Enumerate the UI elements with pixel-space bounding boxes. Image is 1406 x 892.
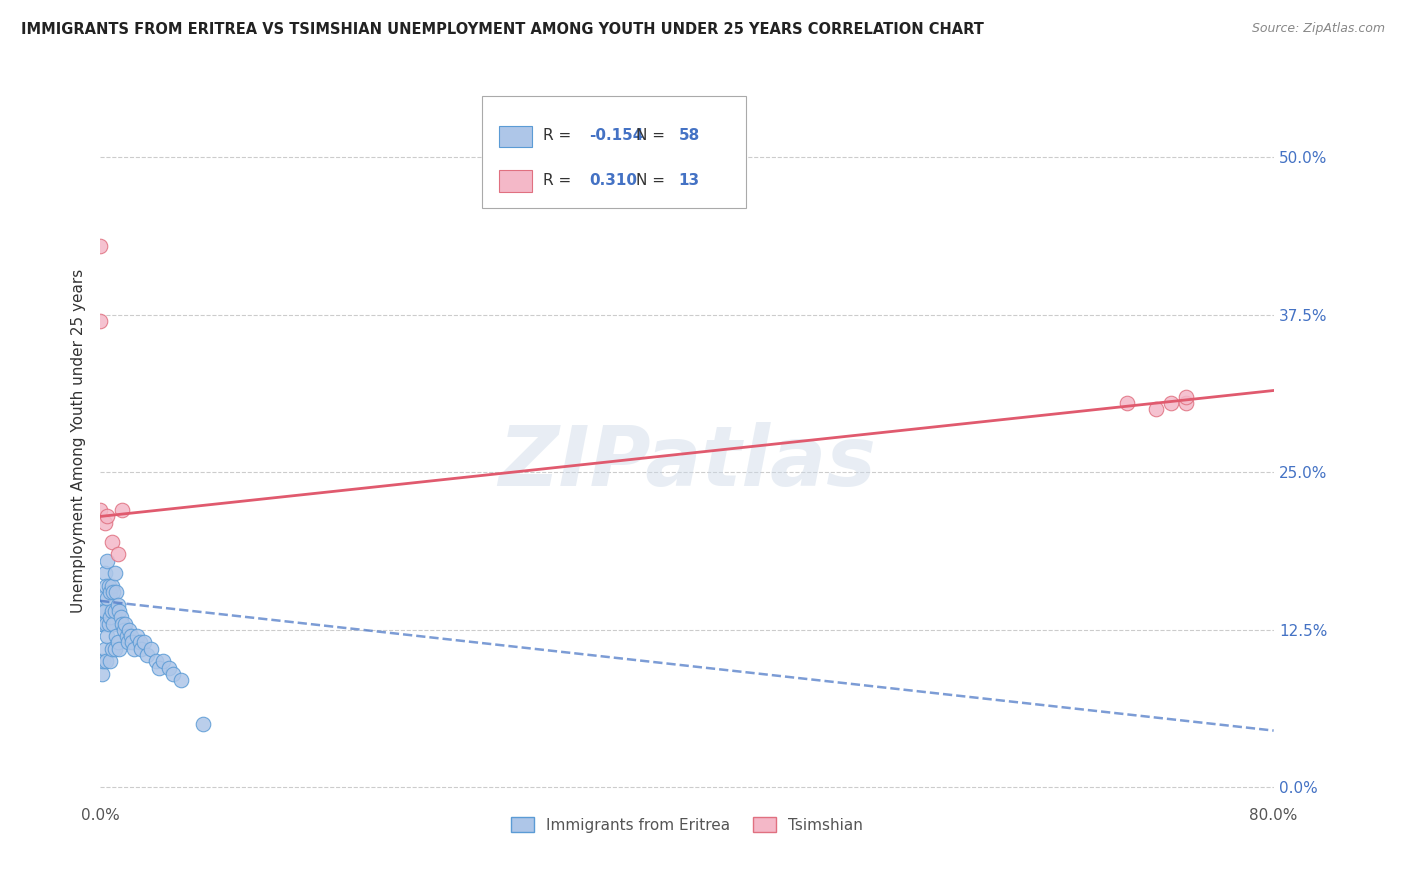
Point <box>108 604 131 618</box>
Point <box>191 717 214 731</box>
Point <box>96 509 118 524</box>
Point <box>103 616 125 631</box>
Point <box>115 629 138 643</box>
Point <box>89 314 111 328</box>
Text: 58: 58 <box>679 128 700 144</box>
Point <box>104 604 127 618</box>
Point <box>104 641 127 656</box>
Point <box>107 635 129 649</box>
Text: 13: 13 <box>679 173 700 187</box>
Point <box>97 616 120 631</box>
Text: Source: ZipAtlas.com: Source: ZipAtlas.com <box>1251 22 1385 36</box>
Point <box>1174 390 1197 404</box>
Point <box>110 610 132 624</box>
Point <box>121 635 143 649</box>
Point <box>103 585 125 599</box>
Point <box>107 598 129 612</box>
Point <box>97 579 120 593</box>
Text: N =: N = <box>637 173 671 187</box>
Point <box>1144 402 1167 417</box>
FancyBboxPatch shape <box>499 170 531 192</box>
Legend: Immigrants from Eritrea, Tsimshian: Immigrants from Eritrea, Tsimshian <box>505 811 869 838</box>
Point <box>111 616 134 631</box>
Point <box>100 654 122 668</box>
Point <box>105 585 128 599</box>
Point <box>105 629 128 643</box>
Text: 0.310: 0.310 <box>589 173 637 187</box>
Point <box>1116 396 1139 410</box>
FancyBboxPatch shape <box>481 96 745 208</box>
FancyBboxPatch shape <box>499 126 531 147</box>
Point <box>93 566 115 581</box>
Text: -0.154: -0.154 <box>589 128 644 144</box>
Point <box>170 673 193 688</box>
Point <box>94 616 117 631</box>
Point <box>104 566 127 581</box>
Point <box>117 635 139 649</box>
Point <box>93 604 115 618</box>
Y-axis label: Unemployment Among Youth under 25 years: Unemployment Among Youth under 25 years <box>72 268 86 613</box>
Point <box>148 660 170 674</box>
Point <box>122 641 145 656</box>
Text: N =: N = <box>637 128 671 144</box>
Point <box>1160 396 1182 410</box>
Point <box>111 503 134 517</box>
Text: IMMIGRANTS FROM ERITREA VS TSIMSHIAN UNEMPLOYMENT AMONG YOUTH UNDER 25 YEARS COR: IMMIGRANTS FROM ERITREA VS TSIMSHIAN UNE… <box>21 22 984 37</box>
Point <box>91 591 114 606</box>
Point <box>134 635 156 649</box>
Point <box>114 616 136 631</box>
Point <box>145 654 167 668</box>
Text: R =: R = <box>543 173 575 187</box>
Point <box>89 604 111 618</box>
Point <box>1174 396 1197 410</box>
Text: ZIPatlas: ZIPatlas <box>498 422 876 503</box>
Point <box>107 547 129 561</box>
Point <box>90 616 112 631</box>
Point <box>96 629 118 643</box>
Point <box>100 585 122 599</box>
Point <box>94 654 117 668</box>
Text: R =: R = <box>543 128 575 144</box>
Point <box>112 623 135 637</box>
Point <box>157 660 180 674</box>
Point <box>96 553 118 567</box>
Point <box>101 641 124 656</box>
Point <box>89 503 111 517</box>
Point <box>89 654 111 668</box>
Point <box>152 654 174 668</box>
Point <box>125 629 148 643</box>
Point <box>136 648 159 662</box>
Point <box>101 534 124 549</box>
Point <box>93 641 115 656</box>
Point <box>162 666 184 681</box>
Point <box>91 654 114 668</box>
Point <box>120 629 142 643</box>
Point <box>100 610 122 624</box>
Point <box>93 516 115 530</box>
Point <box>101 604 124 618</box>
Point <box>94 579 117 593</box>
Point <box>90 666 112 681</box>
Point <box>129 641 152 656</box>
Point <box>91 616 114 631</box>
Point <box>128 635 150 649</box>
Point <box>96 591 118 606</box>
Point <box>101 579 124 593</box>
Point <box>141 641 163 656</box>
Point <box>89 238 111 252</box>
Point <box>108 641 131 656</box>
Point <box>118 623 141 637</box>
